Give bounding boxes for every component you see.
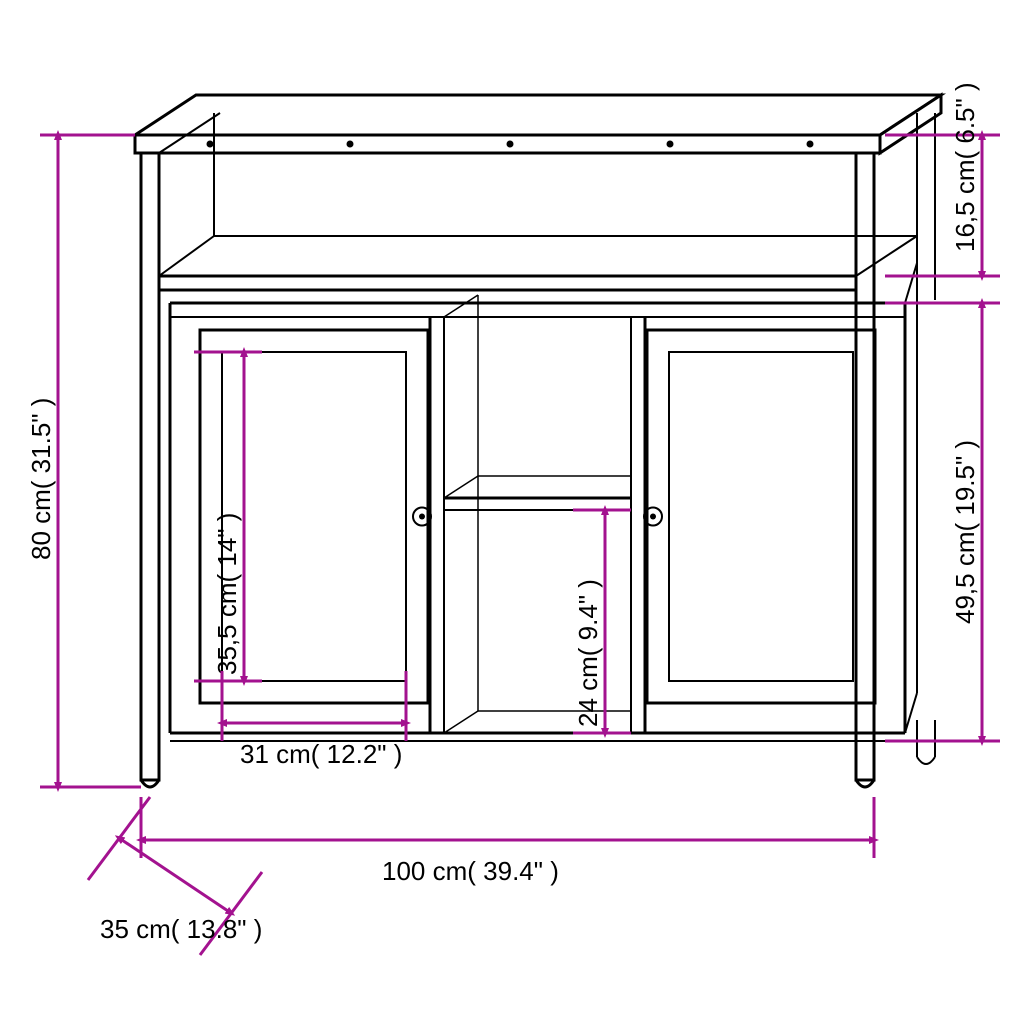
dim-shelf-gap: 16,5 cm( 6.5" )	[950, 82, 980, 252]
furniture-dimension-diagram: 80 cm( 31.5" ) 35 cm( 13.8" ) 100 cm( 39.4…	[0, 0, 1024, 1024]
dim-mid-shelf-height: 24 cm( 9.4" )	[573, 579, 603, 727]
dim-door-height: 35,5 cm( 14" )	[212, 513, 242, 675]
dim-lower-height: 49,5 cm( 19.5" )	[950, 440, 980, 624]
dim-total-width: 100 cm( 39.4" )	[382, 856, 559, 886]
dim-depth: 35 cm( 13.8" )	[100, 914, 262, 944]
dim-door-width: 31 cm( 12.2" )	[240, 739, 402, 769]
dim-total-height: 80 cm( 31.5" )	[26, 398, 56, 560]
